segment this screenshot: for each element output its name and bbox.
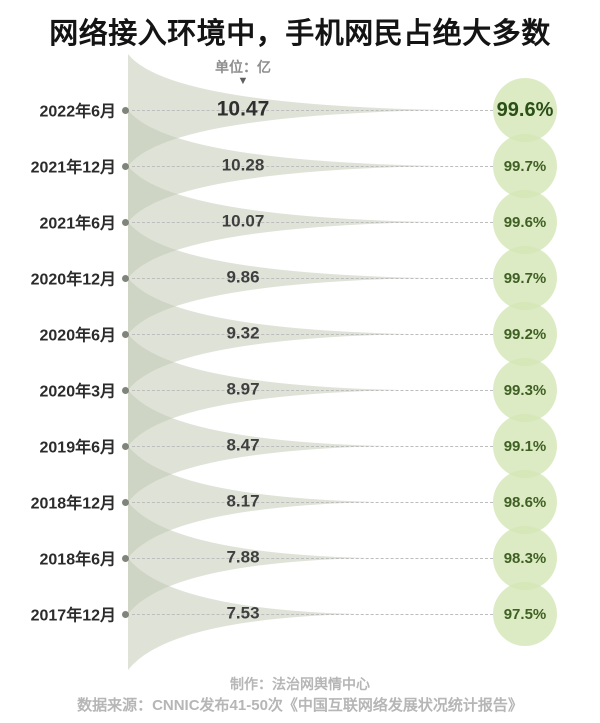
percent-circle: 99.2% <box>493 302 557 366</box>
axis-dot-icon <box>122 162 129 170</box>
dashed-leader-line <box>132 334 493 335</box>
dashed-leader-line <box>132 502 493 503</box>
percent-circle: 99.6% <box>493 78 557 142</box>
axis-dot-icon <box>122 386 129 394</box>
percent-label: 99.6% <box>503 213 547 231</box>
percent-circle: 98.6% <box>493 470 557 534</box>
axis-dot-icon <box>122 106 129 114</box>
value-label: 8.97 <box>226 379 260 399</box>
date-label: 2020年6月 <box>39 327 117 345</box>
percent-label: 99.2% <box>503 325 547 343</box>
percent-circle: 99.7% <box>493 246 557 310</box>
date-label: 2018年12月 <box>30 495 116 513</box>
value-label: 10.47 <box>216 97 270 121</box>
date-label: 2018年6月 <box>39 551 117 569</box>
date-label: 2022年6月 <box>39 103 117 121</box>
arrow-down-icon: ▼ <box>237 75 249 87</box>
percent-circle: 99.1% <box>493 414 557 478</box>
percent-label: 97.5% <box>503 605 547 623</box>
value-label: 7.88 <box>226 547 260 567</box>
dashed-leader-line <box>132 558 493 559</box>
percent-label: 98.6% <box>503 493 547 511</box>
date-label: 2020年12月 <box>30 271 116 289</box>
axis-dot-icon <box>122 610 129 618</box>
axis-dot-icon <box>122 554 129 562</box>
percent-circle: 99.6% <box>493 190 557 254</box>
dashed-leader-line <box>132 278 493 279</box>
date-label: 2020年3月 <box>39 383 117 401</box>
percent-circle: 98.3% <box>493 526 557 590</box>
value-label: 9.32 <box>226 323 260 343</box>
percent-label: 99.7% <box>503 269 547 287</box>
date-label: 2019年6月 <box>39 439 117 457</box>
percent-label: 99.3% <box>503 381 547 399</box>
dashed-leader-line <box>132 110 493 111</box>
date-label: 2021年12月 <box>30 159 116 177</box>
dashed-leader-line <box>132 446 493 447</box>
percent-circle: 97.5% <box>493 582 557 646</box>
footer-source: 数据来源：CNNIC发布41-50次《中国互联网络发展状况统计报告》 <box>77 697 523 714</box>
dashed-leader-line <box>132 166 493 167</box>
date-label: 2021年6月 <box>39 215 117 233</box>
axis-dot-icon <box>122 218 129 226</box>
unit-label: 单位：亿 <box>215 59 271 75</box>
percent-label: 98.3% <box>503 549 547 567</box>
axis-dot-icon <box>122 274 129 282</box>
percent-circle: 99.3% <box>493 358 557 422</box>
percent-label: 99.6% <box>496 98 554 121</box>
value-label: 10.07 <box>221 211 265 231</box>
chart-title: 网络接入环境中，手机网民占绝大多数 <box>49 18 551 50</box>
date-label: 2017年12月 <box>30 607 116 625</box>
percent-label: 99.1% <box>503 437 547 455</box>
axis-dot-icon <box>122 330 129 338</box>
percent-circle: 99.7% <box>493 134 557 198</box>
value-label: 7.53 <box>226 603 260 623</box>
footer: 制作：法治网舆情中心 数据来源：CNNIC发布41-50次《中国互联网络发展状况… <box>0 674 600 716</box>
axis-dot-icon <box>122 498 129 506</box>
value-label: 8.17 <box>226 491 260 511</box>
dashed-leader-line <box>132 390 493 391</box>
footer-credit: 制作：法治网舆情中心 <box>230 676 370 692</box>
axis-dot-icon <box>122 442 129 450</box>
dashed-leader-line <box>132 614 493 615</box>
value-label: 9.86 <box>226 267 260 287</box>
value-label: 10.28 <box>221 155 265 175</box>
percent-label: 99.7% <box>503 157 547 175</box>
value-label: 8.47 <box>226 435 260 455</box>
dashed-leader-line <box>132 222 493 223</box>
